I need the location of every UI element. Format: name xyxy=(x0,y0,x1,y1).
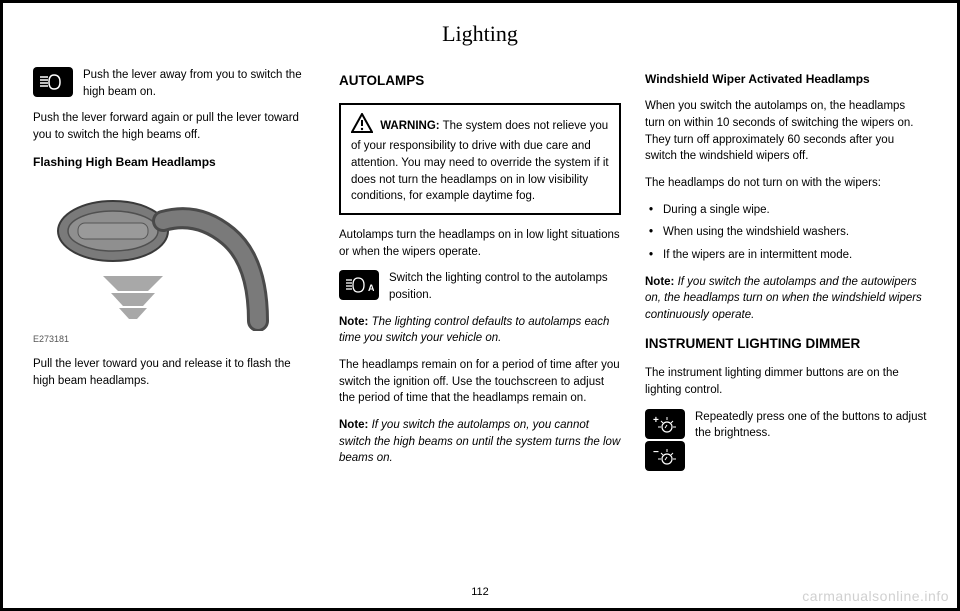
note1: Note: The lighting control defaults to a… xyxy=(339,314,621,347)
note2-label: Note: xyxy=(339,419,368,431)
column-1: Push the lever away from you to switch t… xyxy=(33,67,315,481)
svg-text:+: + xyxy=(653,415,659,426)
high-beam-icon-block: Push the lever away from you to switch t… xyxy=(33,67,315,100)
brightness-up-icon: + xyxy=(645,409,685,439)
brightness-down-icon: − xyxy=(645,441,685,471)
note3-text: If you switch the autolamps and the auto… xyxy=(645,276,922,321)
remain-on-text: The headlamps remain on for a period of … xyxy=(339,357,621,407)
svg-text:A: A xyxy=(368,283,374,293)
dimmer-p2: Repeatedly press one of the buttons to a… xyxy=(695,409,927,442)
column-3: Windshield Wiper Activated Headlamps Whe… xyxy=(645,67,927,481)
wiper-subhead: Windshield Wiper Activated Headlamps xyxy=(645,71,927,88)
brightness-icons: + − xyxy=(645,409,685,471)
flash-text: Pull the lever toward you and release it… xyxy=(33,356,315,389)
warning-triangle-icon xyxy=(351,113,373,139)
list-item: When using the windshield washers. xyxy=(645,224,927,241)
note2-text: If you switch the autolamps on, you cann… xyxy=(339,419,620,464)
dimmer-p1: The instrument lighting dimmer buttons a… xyxy=(645,365,927,398)
page-container: Lighting Push the lever away from you to… xyxy=(0,0,960,611)
lever-figure: E273181 xyxy=(33,181,315,346)
autolamps-icon: A xyxy=(339,270,379,300)
svg-text:−: − xyxy=(653,447,659,458)
list-item: If the wipers are in intermittent mode. xyxy=(645,247,927,264)
high-beam-icon xyxy=(33,67,73,97)
autolamps-icon-block: A Switch the lighting control to the aut… xyxy=(339,270,621,303)
wiper-bullets: During a single wipe. When using the win… xyxy=(645,202,927,264)
high-beam-off-text: Push the lever forward again or pull the… xyxy=(33,110,315,143)
autolamps-head: AUTOLAMPS xyxy=(339,71,621,91)
dimmer-icon-block: + − xyxy=(645,409,927,471)
high-beam-on-text: Push the lever away from you to switch t… xyxy=(83,67,315,100)
note1-text: The lighting control defaults to autolam… xyxy=(339,316,609,345)
warning-label: WARNING: xyxy=(380,119,439,131)
wiper-p1: When you switch the autolamps on, the he… xyxy=(645,98,927,165)
chapter-title: Lighting xyxy=(33,21,927,47)
note1-label: Note: xyxy=(339,316,368,328)
warning-box: WARNING: The system does not relieve you… xyxy=(339,103,621,215)
warning-text: The system does not relieve you of your … xyxy=(351,119,609,202)
list-item: During a single wipe. xyxy=(645,202,927,219)
wiper-p2: The headlamps do not turn on with the wi… xyxy=(645,175,927,192)
note2: Note: If you switch the autolamps on, yo… xyxy=(339,417,621,467)
flashing-subhead: Flashing High Beam Headlamps xyxy=(33,154,315,171)
column-2: AUTOLAMPS WARNING: The system does not r… xyxy=(339,67,621,481)
note3: Note: If you switch the autolamps and th… xyxy=(645,274,927,324)
content-columns: Push the lever away from you to switch t… xyxy=(33,67,927,481)
autolamps-switch-text: Switch the lighting control to the autol… xyxy=(389,270,621,303)
figure-label: E273181 xyxy=(33,333,315,346)
note3-label: Note: xyxy=(645,276,674,288)
autolamps-intro: Autolamps turn the headlamps on in low l… xyxy=(339,227,621,260)
dimmer-head: INSTRUMENT LIGHTING DIMMER xyxy=(645,334,927,354)
watermark: carmanualsonline.info xyxy=(802,588,949,604)
